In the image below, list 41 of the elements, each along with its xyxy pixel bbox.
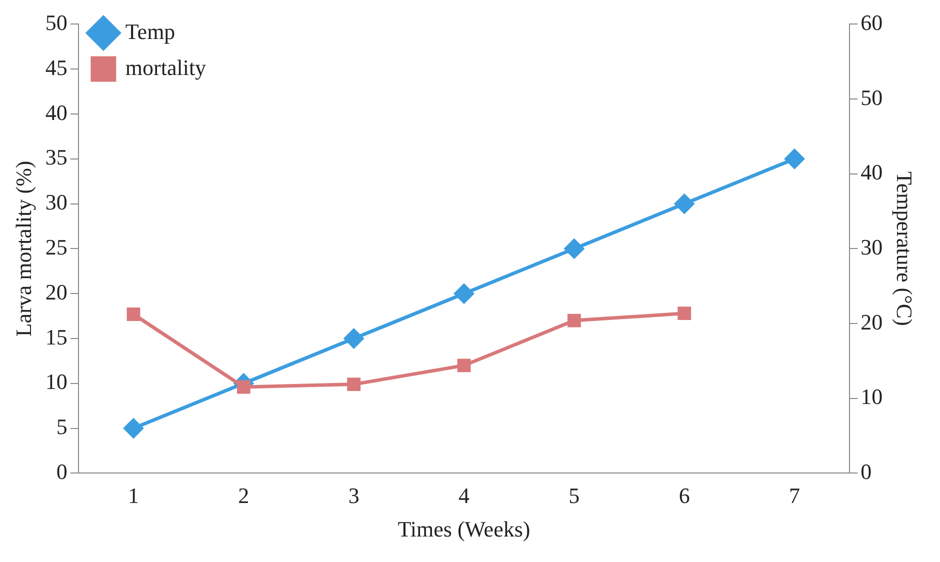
x-tick-label: 7 — [789, 483, 800, 508]
x-tick-label: 6 — [678, 483, 690, 508]
y-axis-title: Larva mortality (%) — [10, 160, 36, 337]
y-tick-label: 20 — [45, 279, 68, 304]
point — [124, 418, 144, 438]
y2-tick-label: 20 — [860, 309, 883, 334]
x-tick-label: 3 — [348, 483, 360, 508]
y-tick-label: 30 — [45, 190, 68, 215]
point — [347, 378, 361, 391]
y-tick-label: 40 — [45, 100, 68, 125]
legend-label: Temp — [125, 18, 176, 44]
y-tick-label: 50 — [45, 10, 68, 35]
y-tick-label: 0 — [56, 458, 68, 484]
y2-tick-label: 60 — [860, 10, 883, 35]
x-axis-title: Times (Weeks) — [398, 516, 530, 542]
x-tick-label: 1 — [128, 483, 139, 508]
y-tick-label: 10 — [45, 369, 68, 394]
y2-tick-label: 40 — [860, 160, 883, 185]
point — [567, 314, 581, 328]
y-tick-label: 15 — [45, 324, 68, 350]
y2-tick-label: 0 — [860, 458, 872, 484]
y-tick-label: 45 — [45, 54, 68, 80]
point — [678, 306, 692, 320]
x-tick-label: 2 — [238, 483, 250, 508]
y-tick-label: 25 — [45, 234, 68, 260]
x-tick-label: 4 — [458, 483, 470, 508]
legend-label: mortality — [125, 54, 206, 80]
y2-axis-title: Temperature (°C) — [892, 171, 918, 326]
y2-tick-label: 30 — [860, 234, 883, 260]
point — [344, 328, 364, 348]
point — [126, 308, 140, 321]
point — [674, 194, 694, 214]
point — [784, 149, 804, 169]
y-tick-label: 35 — [45, 144, 68, 170]
y2-tick-label: 10 — [860, 384, 883, 410]
x-tick-label: 5 — [568, 483, 580, 508]
y2-tick-label: 50 — [860, 84, 883, 110]
y-tick-label: 5 — [56, 414, 68, 440]
point — [454, 284, 474, 304]
point — [564, 238, 584, 258]
point — [457, 358, 471, 372]
